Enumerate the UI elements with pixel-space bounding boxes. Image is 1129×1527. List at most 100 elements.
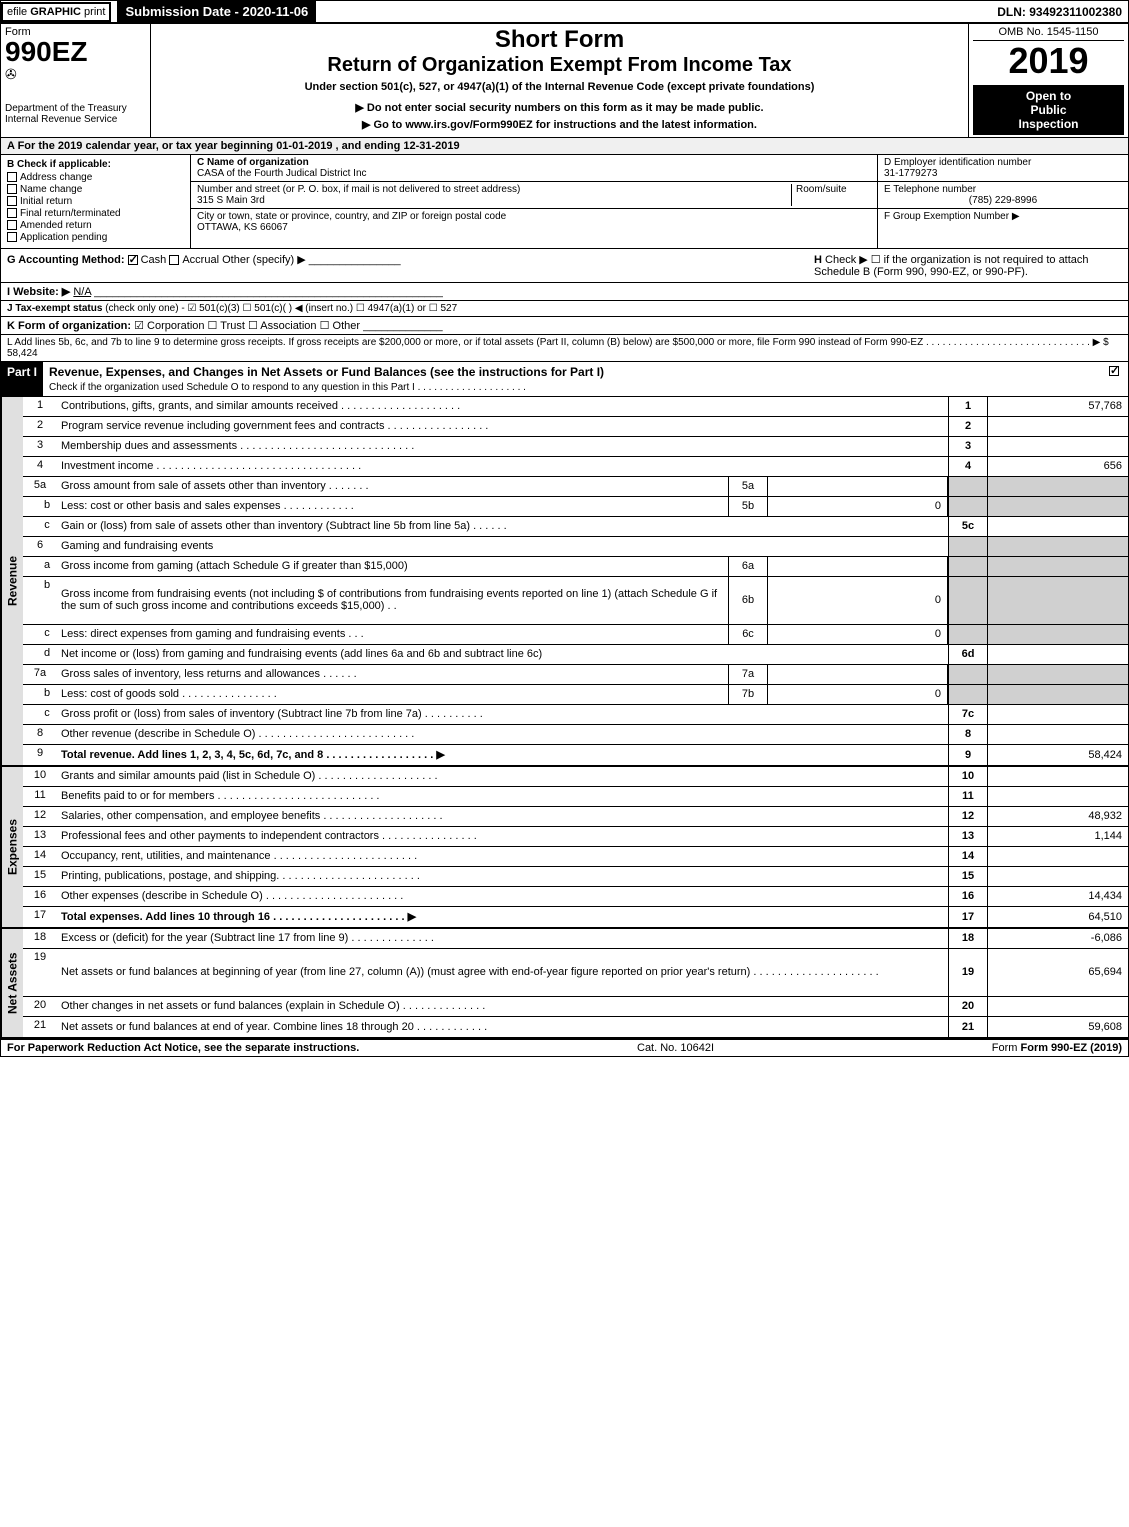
line-desc: Salaries, other compensation, and employ… (57, 807, 948, 826)
val-col: 65,694 (988, 949, 1128, 996)
line-num: 8 (23, 725, 57, 744)
sub-val-col (768, 665, 948, 684)
line-d: dNet income or (loss) from gaming and fu… (23, 645, 1128, 665)
footer-right: Form Form 990-EZ (2019) (992, 1042, 1122, 1054)
org-name-value: CASA of the Fourth Judical District Inc (197, 168, 367, 179)
g-label: G Accounting Method: (7, 254, 125, 266)
line-desc: Occupancy, rent, utilities, and maintena… (57, 847, 948, 866)
expenses-section: Expenses 10Grants and similar amounts pa… (1, 767, 1128, 929)
sub-num-col: 6b (728, 577, 768, 624)
line-1: 1Contributions, gifts, grants, and simil… (23, 397, 1128, 417)
do-not-enter: ▶ Do not enter social security numbers o… (159, 101, 960, 114)
val-col (988, 665, 1128, 684)
check-initial-return[interactable]: Initial return (7, 196, 184, 207)
line-desc: Gross income from gaming (attach Schedul… (57, 557, 728, 576)
line-desc: Total revenue. Add lines 1, 2, 3, 4, 5c,… (57, 745, 948, 765)
num-col: 3 (948, 437, 988, 456)
val-col (988, 767, 1128, 786)
num-col: 13 (948, 827, 988, 846)
room-label: Room/suite (796, 184, 847, 195)
line-num: d (23, 645, 57, 664)
sub-val-col (768, 477, 948, 496)
sub-val-col: 0 (768, 685, 948, 704)
num-col: 5c (948, 517, 988, 536)
street-block: Number and street (or P. O. box, if mail… (191, 182, 877, 209)
val-col (988, 997, 1128, 1016)
line-desc: Program service revenue including govern… (57, 417, 948, 436)
tax-year: 2019 (973, 41, 1124, 81)
num-col: 10 (948, 767, 988, 786)
line-desc: Membership dues and assessments . . . . … (57, 437, 948, 456)
val-col (988, 477, 1128, 496)
efile-box[interactable]: efile GRAPHIC print (1, 2, 111, 22)
entity-row: B Check if applicable: Address change Na… (1, 155, 1128, 249)
city-label: City or town, state or province, country… (197, 211, 506, 222)
line-16: 16Other expenses (describe in Schedule O… (23, 887, 1128, 907)
line-num: 7a (23, 665, 57, 684)
sub-val-col (768, 557, 948, 576)
check-cash[interactable] (128, 255, 138, 265)
section-g: G Accounting Method: Cash Accrual Other … (1, 249, 808, 282)
i-label: I Website: ▶ (7, 286, 70, 298)
line-desc: Less: cost or other basis and sales expe… (57, 497, 728, 516)
val-col (988, 497, 1128, 516)
header-center: Short Form Return of Organization Exempt… (151, 24, 968, 137)
line-num: 14 (23, 847, 57, 866)
h-label: H (814, 254, 822, 266)
val-col: 1,144 (988, 827, 1128, 846)
val-col: 656 (988, 457, 1128, 476)
l-text: L Add lines 5b, 6c, and 7b to line 9 to … (7, 337, 1109, 359)
line-18: 18Excess or (deficit) for the year (Subt… (23, 929, 1128, 949)
check-application-pending[interactable]: Application pending (7, 232, 184, 243)
line-9: 9Total revenue. Add lines 1, 2, 3, 4, 5c… (23, 745, 1128, 765)
num-col: 15 (948, 867, 988, 886)
check-address-change[interactable]: Address change (7, 172, 184, 183)
check-amended-return[interactable]: Amended return (7, 220, 184, 231)
inspection-l2: Public (975, 103, 1122, 117)
footer-row: For Paperwork Reduction Act Notice, see … (1, 1039, 1128, 1056)
line-a: aGross income from gaming (attach Schedu… (23, 557, 1128, 577)
part1-checkbox[interactable] (1103, 362, 1128, 396)
sub-num-col: 6c (728, 625, 768, 644)
num-col: 20 (948, 997, 988, 1016)
print-link[interactable]: print (84, 6, 105, 18)
num-col: 8 (948, 725, 988, 744)
k-label: K Form of organization: (7, 320, 131, 332)
section-d-e-f: D Employer identification number 31-1779… (878, 155, 1128, 248)
line-desc: Gross income from fundraising events (no… (57, 577, 728, 624)
check-accrual[interactable] (169, 255, 179, 265)
val-col (988, 685, 1128, 704)
sub-num-col: 5b (728, 497, 768, 516)
netassets-side-label: Net Assets (1, 929, 23, 1037)
val-col: 57,768 (988, 397, 1128, 416)
revenue-side-label: Revenue (1, 397, 23, 765)
line-num: 10 (23, 767, 57, 786)
num-col: 16 (948, 887, 988, 906)
revenue-lines: 1Contributions, gifts, grants, and simil… (23, 397, 1128, 765)
netassets-section: Net Assets 18Excess or (deficit) for the… (1, 929, 1128, 1039)
line-num: b (23, 577, 57, 624)
line-num: c (23, 517, 57, 536)
val-col: -6,086 (988, 929, 1128, 948)
ein-block: D Employer identification number 31-1779… (878, 155, 1128, 182)
part1-title: Revenue, Expenses, and Changes in Net As… (43, 362, 1103, 396)
inspection-l3: Inspection (975, 117, 1122, 131)
line-desc: Printing, publications, postage, and shi… (57, 867, 948, 886)
check-name-change[interactable]: Name change (7, 184, 184, 195)
top-bar: efile GRAPHIC print Submission Date - 20… (1, 1, 1128, 24)
street-label: Number and street (or P. O. box, if mail… (197, 184, 520, 195)
line-num: 11 (23, 787, 57, 806)
val-col (988, 437, 1128, 456)
graphic-link[interactable]: GRAPHIC (30, 6, 81, 18)
go-to-link[interactable]: ▶ Go to www.irs.gov/Form990EZ for instru… (159, 118, 960, 131)
line-desc: Professional fees and other payments to … (57, 827, 948, 846)
line-20: 20Other changes in net assets or fund ba… (23, 997, 1128, 1017)
header-left: Form 990EZ ✇ Department of the Treasury … (1, 24, 151, 137)
check-final-return[interactable]: Final return/terminated (7, 208, 184, 219)
line-num: c (23, 705, 57, 724)
line-num: 1 (23, 397, 57, 416)
form-page: efile GRAPHIC print Submission Date - 20… (0, 0, 1129, 1057)
line-num: 16 (23, 887, 57, 906)
part1-header-row: Part I Revenue, Expenses, and Changes in… (1, 362, 1128, 397)
line-desc: Less: direct expenses from gaming and fu… (57, 625, 728, 644)
